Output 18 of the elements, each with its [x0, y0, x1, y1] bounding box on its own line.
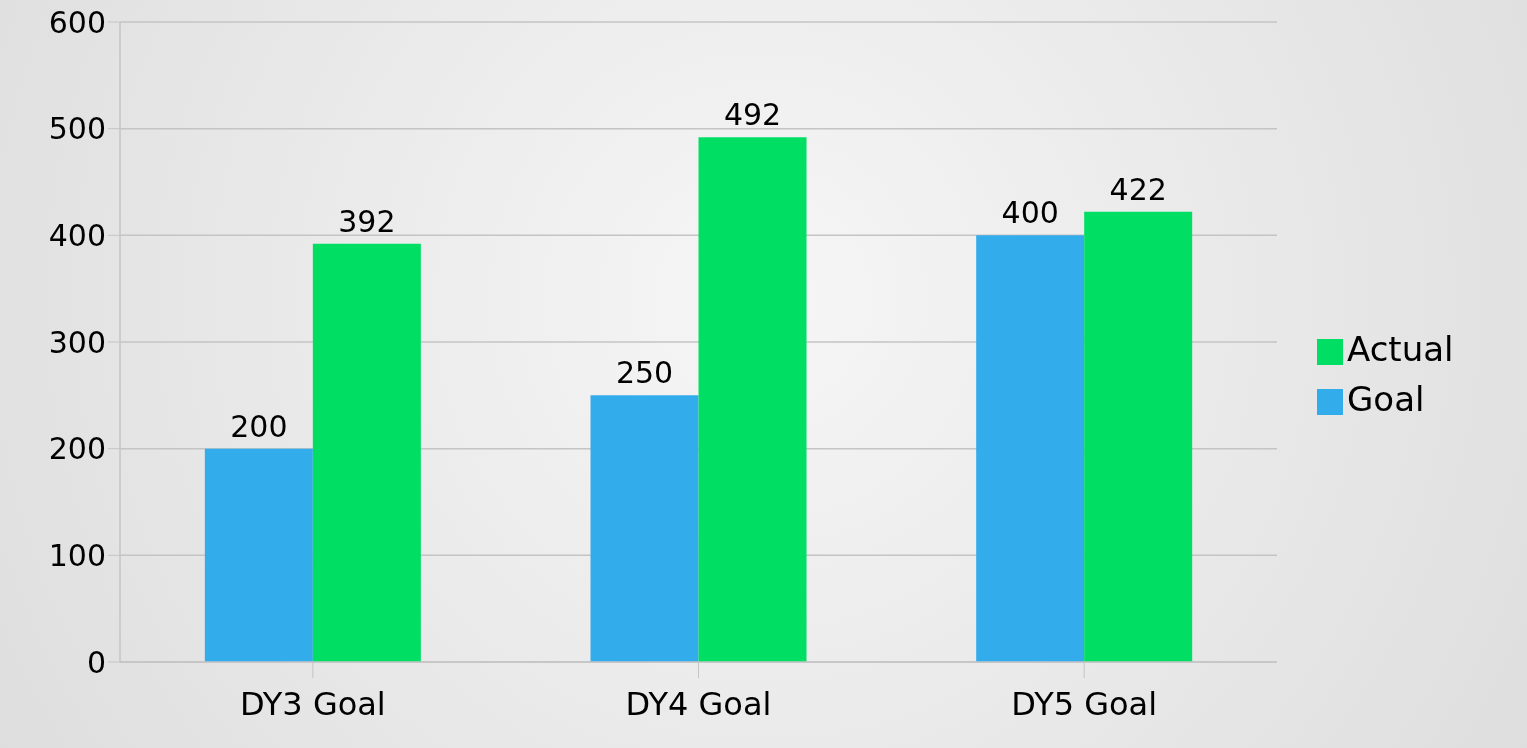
- y-tick-label: 600: [48, 4, 106, 40]
- data-label: 200: [230, 408, 288, 444]
- data-label: 250: [615, 355, 674, 391]
- y-tick-label: 400: [48, 217, 106, 253]
- y-tick-label: 500: [48, 111, 106, 147]
- x-tick-label: DY3 Goal: [239, 684, 386, 723]
- data-label: 492: [723, 97, 782, 133]
- y-tick-label: 0: [86, 644, 106, 680]
- data-label: 392: [338, 203, 396, 239]
- y-tick-label: 200: [48, 431, 106, 467]
- x-tick-label: DY4 Goal: [625, 684, 772, 723]
- data-label: 400: [1001, 195, 1059, 231]
- y-tick-label: 300: [48, 324, 106, 360]
- legend-label: Goal: [1347, 379, 1425, 419]
- x-tick-label: DY5 Goal: [1011, 684, 1158, 723]
- legend-label: Actual: [1347, 329, 1454, 369]
- data-label: 422: [1109, 171, 1167, 207]
- y-tick-label: 100: [48, 537, 106, 573]
